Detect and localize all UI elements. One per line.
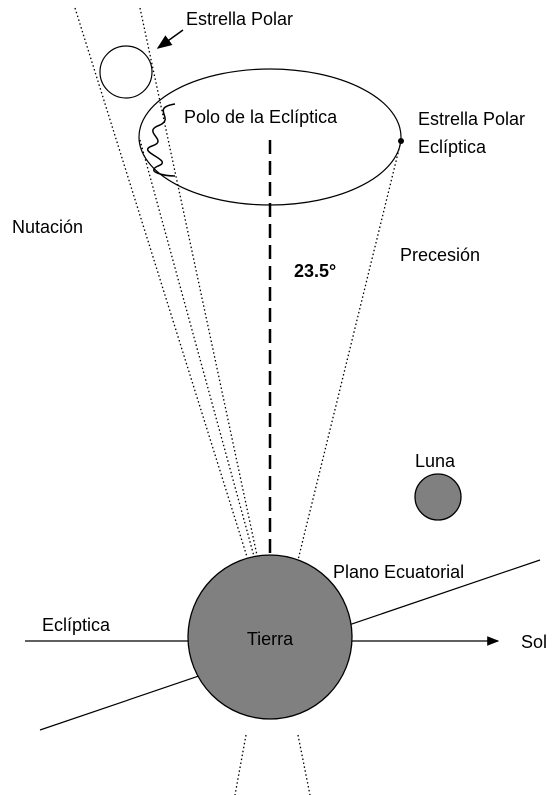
label: Estrella Polar [186, 9, 293, 29]
moon [415, 474, 461, 520]
label: Sol [521, 632, 547, 652]
label: Precesión [400, 245, 480, 265]
polar-star-circle [100, 46, 152, 98]
label: Plano Ecuatorial [333, 562, 464, 582]
label: Eclíptica [42, 615, 111, 635]
diagram: Estrella Polar Polo de la Eclíptica Estr… [0, 0, 555, 795]
label: Eclíptica [418, 137, 487, 157]
pointer-arrow [158, 30, 183, 48]
nutation-wave [148, 104, 175, 176]
label: 23.5° [294, 261, 336, 281]
label: Tierra [247, 629, 294, 649]
label: Nutación [12, 217, 83, 237]
ecliptic-polar-star-dot [398, 138, 404, 144]
label: Luna [415, 451, 456, 471]
label: Estrella Polar [418, 109, 525, 129]
label: Polo de la Eclíptica [184, 107, 338, 127]
